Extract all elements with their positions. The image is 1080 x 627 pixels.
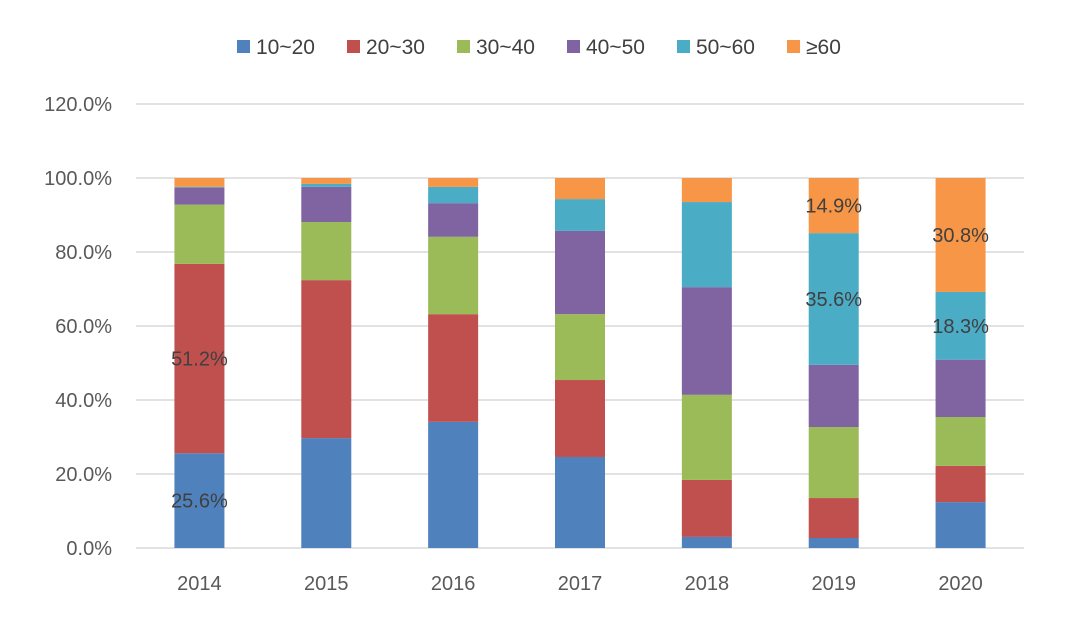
- bar-segment: [555, 380, 605, 457]
- bar-stack-2019: [808, 178, 859, 548]
- y-tick-label: 0.0%: [66, 538, 112, 560]
- bar-segment: [174, 178, 225, 187]
- legend-item: 20~30: [347, 36, 425, 59]
- bar-segment: [808, 427, 859, 499]
- bar-segment: [681, 178, 732, 203]
- x-tick-label: 2019: [811, 573, 856, 595]
- legend-swatch: [567, 40, 580, 53]
- bar-segment: [555, 230, 605, 315]
- bar-segment: [808, 364, 859, 428]
- bar-segment: [174, 263, 225, 454]
- bar-segment: [808, 498, 859, 539]
- bar-segment: [555, 199, 605, 231]
- bars: [174, 178, 986, 548]
- bar-segment: [555, 456, 605, 548]
- bar-segment: [935, 502, 986, 548]
- legend-item: ≥60: [787, 36, 841, 59]
- bar-segment: [681, 287, 732, 395]
- legend-item: 50~60: [677, 36, 755, 59]
- data-label: 30.8%: [932, 225, 989, 247]
- y-axis: 0.0% 20.0% 40.0% 60.0% 80.0% 100.0% 120.0%: [44, 94, 112, 560]
- y-tick-label: 80.0%: [55, 242, 112, 264]
- x-tick-label: 2020: [938, 573, 983, 595]
- bar-segment: [428, 421, 479, 548]
- legend-swatch: [457, 40, 470, 53]
- data-label: 35.6%: [805, 289, 862, 311]
- x-tick-label: 2014: [177, 573, 222, 595]
- y-tick-label: 40.0%: [55, 390, 112, 412]
- bar-segment: [174, 187, 225, 205]
- legend-label: ≥60: [806, 36, 841, 59]
- legend-label: 50~60: [696, 36, 755, 59]
- bar-segment: [681, 479, 732, 537]
- bar-segment: [808, 538, 859, 548]
- bar-segment: [428, 314, 479, 422]
- x-tick-label: 2016: [431, 573, 476, 595]
- x-tick-label: 2015: [304, 573, 349, 595]
- legend-item: 40~50: [567, 36, 645, 59]
- bar-segment: [681, 536, 732, 548]
- bar-segment: [174, 204, 225, 264]
- bar-stack-2015: [301, 178, 352, 548]
- bar-segment: [301, 183, 352, 187]
- x-tick-label: 2017: [558, 573, 603, 595]
- bar-segment: [428, 186, 479, 204]
- legend-label: 10~20: [256, 36, 315, 59]
- legend-item: 30~40: [457, 36, 535, 59]
- bar-segment: [808, 233, 859, 365]
- bar-stack-2016: [428, 178, 479, 548]
- legend-label: 20~30: [366, 36, 425, 59]
- bar-segment: [301, 280, 352, 439]
- data-labels: 25.6% 51.2% 35.6% 14.9% 18.3% 30.8%: [171, 196, 989, 513]
- bar-segment: [428, 203, 479, 237]
- bar-segment: [174, 453, 225, 548]
- bar-segment: [555, 178, 605, 200]
- legend-swatch: [237, 40, 250, 53]
- bar-segment: [681, 394, 732, 480]
- bar-segment: [935, 465, 986, 503]
- x-axis: 2014 2015 2016 2017 2018 2019 2020: [177, 573, 983, 595]
- legend-swatch: [787, 40, 800, 53]
- y-tick-label: 100.0%: [44, 168, 112, 190]
- legend-swatch: [347, 40, 360, 53]
- legend-swatch: [677, 40, 690, 53]
- bar-segment: [935, 417, 986, 466]
- y-tick-label: 120.0%: [44, 94, 112, 116]
- bar-segment: [301, 438, 352, 548]
- data-label: 25.6%: [171, 491, 228, 513]
- bar-segment: [301, 222, 352, 281]
- legend-label: 40~50: [586, 36, 645, 59]
- bar-segment: [935, 178, 986, 292]
- data-label: 18.3%: [932, 316, 989, 338]
- bar-segment: [935, 291, 986, 360]
- bar-segment: [555, 314, 605, 381]
- bar-segment: [935, 359, 986, 418]
- bar-segment: [174, 186, 225, 188]
- bar-stack-2017: [555, 178, 605, 548]
- y-tick-label: 60.0%: [55, 316, 112, 338]
- bar-stack-2018: [681, 178, 732, 548]
- bar-stack-2014: [174, 178, 225, 548]
- data-label: 14.9%: [805, 196, 862, 218]
- bar-segment: [301, 186, 352, 223]
- bar-segment: [681, 202, 732, 288]
- bar-segment: [428, 236, 479, 315]
- bar-segment: [808, 178, 859, 234]
- legend: 10~20 20~30 30~40 40~50 50~60 ≥60: [237, 36, 841, 59]
- bar-segment: [428, 178, 479, 187]
- legend-item: 10~20: [237, 36, 315, 59]
- legend-label: 30~40: [476, 36, 535, 59]
- bar-stack-2020: [935, 178, 986, 548]
- bar-segment: [301, 178, 352, 184]
- data-label: 51.2%: [171, 349, 228, 371]
- x-tick-label: 2018: [685, 573, 730, 595]
- y-tick-label: 20.0%: [55, 464, 112, 486]
